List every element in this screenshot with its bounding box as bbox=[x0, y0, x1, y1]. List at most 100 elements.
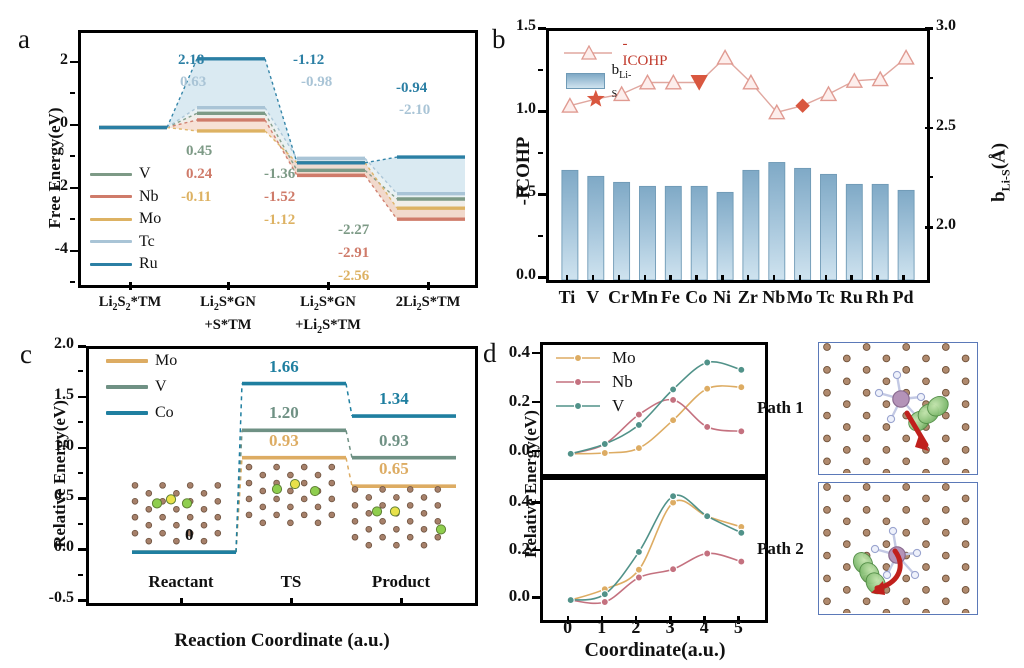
legend-swatch-d-nb bbox=[556, 377, 600, 387]
x-tick-b-6 bbox=[721, 275, 724, 283]
legend-label-ru: Ru bbox=[139, 255, 158, 272]
y-ticklabel-a-2: -2 bbox=[54, 176, 68, 194]
x-tick-b-10 bbox=[824, 275, 827, 283]
legend-label-v: V bbox=[139, 165, 151, 182]
y-tick-a-2 bbox=[70, 186, 78, 189]
x-ticklabel-c-2: Product bbox=[371, 572, 431, 591]
legend-label-tc: Tc bbox=[139, 232, 155, 250]
x-ticklabel-b-12: Rh bbox=[865, 287, 889, 307]
value-annotation-2: -1.12 bbox=[293, 52, 325, 68]
panel-b: b -ICOHP bLi-S(Å) 1.5 1.0 0.5 0.0 3.0 2.5 2.0… bbox=[492, 10, 1012, 320]
x-tick-d-4 bbox=[703, 616, 706, 624]
value-annotation-0: 2.18 bbox=[178, 52, 205, 68]
y-ticklabel-c-4: 0.0 bbox=[54, 538, 74, 556]
y-minortick-b-left-0 bbox=[538, 68, 543, 71]
x-tick-d-2 bbox=[634, 616, 638, 624]
legend-swatch-v bbox=[90, 172, 132, 176]
panel-b-ylabel-right-unit: (Å) bbox=[988, 142, 1010, 170]
legend-swatch-d-v bbox=[556, 401, 600, 411]
x-ticklabel-d-3: 3 bbox=[665, 617, 675, 637]
y-ticklabel-d2-2: 0.0 bbox=[508, 586, 530, 606]
y-minortick-a-3 bbox=[70, 218, 75, 220]
legend-item-d-mo: Mo bbox=[556, 348, 636, 368]
panel-d-xlabel: Coordinate(a.u.) bbox=[584, 639, 726, 661]
x-tick-c-1 bbox=[290, 598, 293, 606]
panel-d-plot-bottom bbox=[540, 477, 768, 623]
x-ticklabel-d-5: 5 bbox=[733, 617, 743, 637]
y-minortick-b-right-0 bbox=[928, 76, 933, 79]
y-ticklabel-b-right-0: 3.0 bbox=[936, 17, 956, 34]
y-ticklabel-d2-0: 0.4 bbox=[508, 491, 530, 511]
legend-item-d-v: V bbox=[556, 396, 624, 416]
value-annotation-11: -1.12 bbox=[264, 212, 296, 228]
y-ticklabel-a-1: 0 bbox=[60, 113, 68, 131]
panel-b-ylabel-left: -ICOHP bbox=[513, 136, 534, 206]
legend-item-nb: Nb bbox=[90, 188, 159, 206]
legend-swatch-nb bbox=[90, 195, 132, 198]
panel-b-label: b bbox=[492, 24, 506, 54]
y-tick-c-0 bbox=[78, 345, 86, 348]
legend-swatch-tc bbox=[90, 240, 132, 243]
legend-label-co: Co bbox=[155, 404, 174, 421]
y-ticklabel-a-0: 2 bbox=[60, 50, 68, 68]
y-tick-d1-0 bbox=[532, 351, 540, 355]
y-tick-b-right-1 bbox=[925, 126, 933, 130]
x-ticklabel-b-7: Zr bbox=[737, 287, 758, 307]
x-tick-b-7 bbox=[746, 275, 750, 283]
y-tick-c-3 bbox=[78, 497, 86, 500]
panel-a: a Free Energy(eV) 2 0 -2 -4 Li2S2*TM Li2S*GN… bbox=[18, 18, 488, 336]
y-ticklabel-b-right-2: 2.0 bbox=[936, 216, 956, 234]
x-ticklabel-a-3: 2Li2S*TM bbox=[368, 294, 488, 313]
y-tick-c-4 bbox=[78, 548, 86, 551]
x-ticklabel-d-4: 4 bbox=[699, 617, 709, 637]
value-c-ts-mo: 0.93 bbox=[269, 430, 299, 450]
x-ticklabel-b-10: Tc bbox=[816, 287, 835, 307]
y-ticklabel-c-3: 0.5 bbox=[54, 487, 74, 505]
value-annotation-4: -0.94 bbox=[396, 80, 428, 96]
value-annotation-3: -0.98 bbox=[301, 74, 333, 90]
y-ticklabel-c-2: 1.0 bbox=[54, 436, 74, 454]
x-tick-b-11 bbox=[850, 275, 853, 283]
x-ticklabel-b-4: Fe bbox=[660, 287, 680, 307]
x-ticklabel-a-0-line1: Li2S2*TM bbox=[98, 294, 162, 313]
x-tick-d-1 bbox=[600, 616, 604, 624]
panel-c-plot-area bbox=[86, 346, 478, 606]
y-minortick-c-4 bbox=[78, 573, 83, 576]
y-minortick-b-left-2 bbox=[538, 234, 543, 237]
x-tick-b-3 bbox=[643, 275, 646, 283]
x-tick-c-0 bbox=[180, 598, 183, 606]
panel-a-plot-area bbox=[78, 30, 478, 288]
y-tick-c-2 bbox=[78, 446, 86, 450]
legend-label-d-v: V bbox=[612, 396, 625, 415]
value-annotation-8: -0.11 bbox=[181, 189, 212, 205]
x-ticklabel-a-1-line1: Li2S*GN bbox=[200, 294, 256, 313]
y-minortick-c-2 bbox=[78, 472, 83, 474]
y-ticklabel-c-5: -0.5 bbox=[48, 589, 74, 606]
y-ticklabel-b-left-2: 0.5 bbox=[516, 183, 536, 200]
panel-c-label: c bbox=[20, 339, 32, 369]
legend-item-mo: Mo bbox=[106, 352, 177, 370]
value-annotation-13: -2.91 bbox=[338, 245, 370, 261]
y-ticklabel-d1-0: 0.4 bbox=[508, 341, 530, 361]
legend-swatch-ru bbox=[90, 262, 132, 266]
legend-item-mo: Mo bbox=[90, 210, 161, 228]
y-tick-c-1 bbox=[78, 395, 86, 399]
panel-b-plot-area bbox=[546, 28, 930, 283]
x-tick-a-0 bbox=[129, 282, 132, 290]
legend-swatch-co bbox=[106, 411, 148, 415]
value-annotation-6: 0.45 bbox=[186, 143, 213, 159]
x-ticklabel-c-0: Reactant bbox=[148, 572, 214, 591]
x-tick-b-9 bbox=[798, 275, 802, 283]
x-tick-b-5 bbox=[695, 275, 698, 283]
x-tick-d-0 bbox=[566, 616, 570, 624]
y-tick-d2-0 bbox=[532, 501, 540, 504]
panel-d: d Relative Energy(eV) 0.4 0.2 0.0 0.4 0.2 0.… bbox=[480, 334, 1020, 664]
structure-image-path-1 bbox=[818, 342, 978, 475]
x-tick-a-3 bbox=[427, 282, 430, 290]
panel-c-xlabel: Reaction Coordinate (a.u.) bbox=[174, 630, 390, 651]
legend-item-d-nb: Nb bbox=[556, 372, 633, 392]
y-tick-b-left-1 bbox=[538, 110, 546, 113]
y-ticklabel-d2-1: 0.2 bbox=[508, 538, 530, 558]
y-tick-c-5 bbox=[78, 599, 86, 602]
